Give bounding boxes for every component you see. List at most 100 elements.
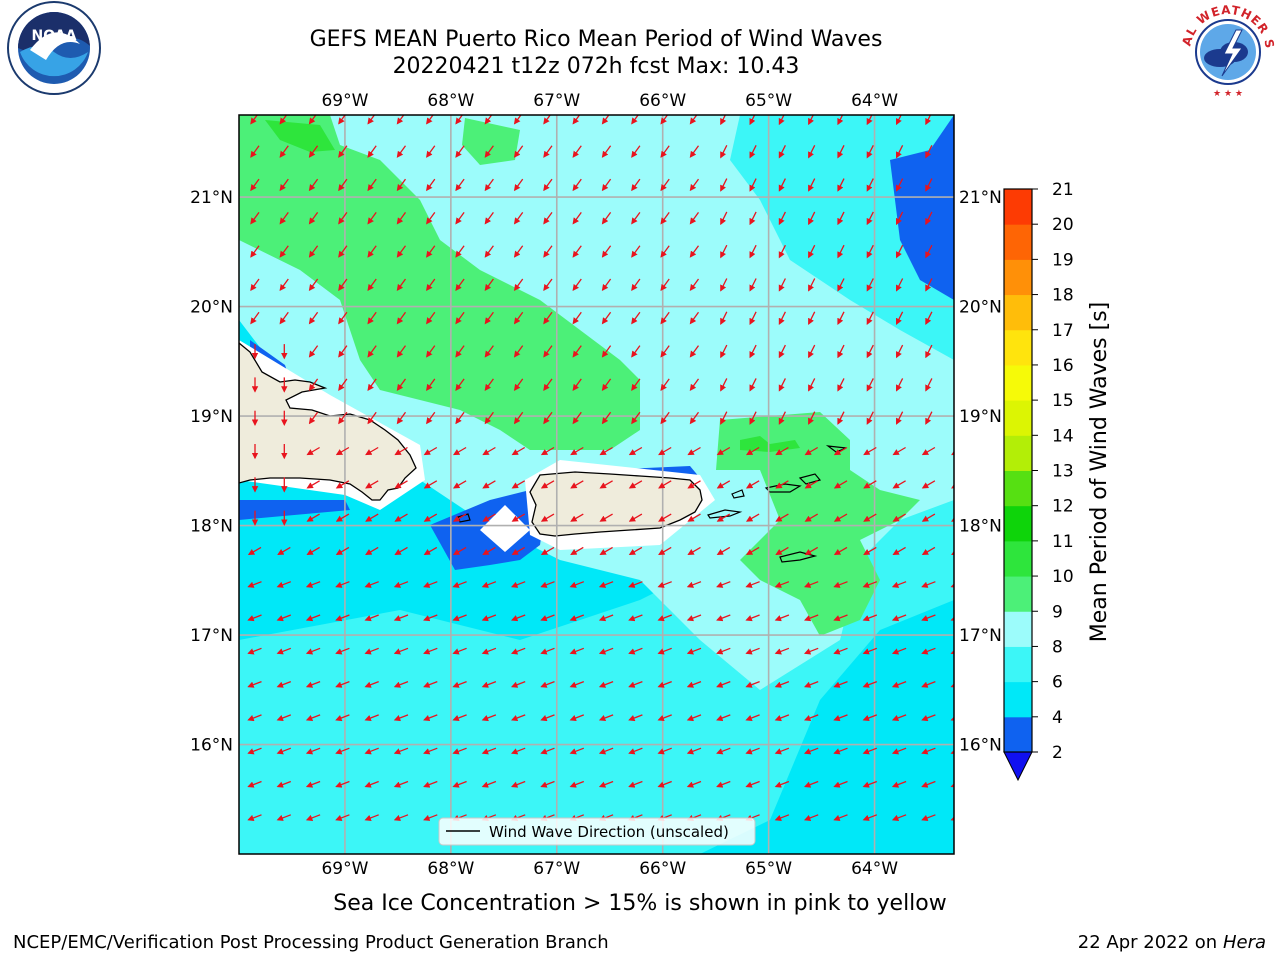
wind-arrow (921, 446, 936, 456)
wind-arrow (804, 446, 819, 456)
wind-arrow (745, 747, 760, 755)
wind-arrow (452, 614, 467, 622)
wind-arrow (921, 814, 936, 821)
lat-label-right: 18°N (959, 517, 1002, 537)
wind-arrow (305, 747, 321, 755)
wind-arrow (660, 311, 670, 325)
wind-arrow (921, 513, 936, 522)
colorbar-segment (1004, 611, 1032, 647)
wind-arrow (364, 614, 379, 622)
map-frame (238, 114, 955, 855)
wind-arrow (481, 747, 497, 755)
wind-arrow (891, 614, 907, 622)
wind-arrow (778, 211, 786, 226)
wind-arrow (540, 680, 555, 688)
wind-arrow (660, 178, 670, 192)
wind-arrow (426, 378, 436, 391)
wind-arrow (720, 115, 727, 126)
wind-arrow (808, 411, 816, 425)
wind-arrows (247, 115, 961, 821)
wind-arrow (896, 145, 904, 159)
wind-arrow (658, 513, 672, 522)
wind-arrow (631, 115, 639, 125)
wind-arrow (599, 446, 613, 456)
wind-arrow (686, 581, 702, 588)
wind-arrow (511, 480, 526, 489)
wind-arrow (364, 814, 379, 821)
wind-arrow (484, 245, 494, 258)
wind-arrow (543, 378, 553, 391)
wind-arrow (660, 115, 669, 125)
wind-arrow (513, 345, 524, 358)
wind-arrow (393, 581, 409, 588)
wind-arrow (833, 714, 848, 722)
wind-arrow (540, 614, 555, 622)
wind-arrow (572, 378, 582, 391)
colorbar-tick-label: 13 (1052, 462, 1074, 482)
wind-arrow (774, 614, 790, 622)
wind-arrow (925, 411, 933, 425)
wind-arrow (866, 344, 874, 359)
wind-arrow (891, 647, 907, 655)
wind-arrow (720, 178, 728, 192)
wind-arrow (716, 513, 731, 522)
colorbar-tick-label: 10 (1052, 567, 1074, 587)
lat-label-left: 17°N (190, 626, 233, 646)
colorbar-tick-label: 8 (1052, 637, 1063, 657)
wind-arrow (866, 211, 874, 226)
wind-arrow (279, 212, 289, 225)
wind-arrow (452, 714, 467, 722)
wind-arrow (896, 115, 902, 126)
wind-arrow (484, 115, 493, 125)
wind-arrow (335, 446, 350, 456)
wind-arrow (628, 581, 643, 588)
wind-arrow (631, 378, 641, 391)
wind-arrow (862, 780, 878, 788)
lon-label-bottom: 64°W (851, 859, 898, 879)
wind-arrow (631, 278, 641, 292)
wind-arrow (892, 513, 906, 522)
wind-arrow (455, 115, 464, 125)
wind-arrow (837, 178, 845, 192)
wind-arrow (276, 747, 292, 755)
wind-arrow (749, 115, 756, 126)
wind-arrow (423, 714, 438, 722)
wind-arrow (601, 311, 612, 325)
wind-arrow (808, 278, 816, 292)
wind-arrow (250, 178, 260, 192)
lon-label-bottom: 66°W (639, 859, 686, 879)
wind-arrow (601, 212, 612, 225)
wind-arrow (774, 581, 790, 588)
lon-label-top: 67°W (533, 91, 580, 111)
wind-arrow (837, 244, 845, 259)
field-9to10-islet (462, 118, 520, 165)
wind-arrow (891, 814, 907, 821)
wind-arrow (279, 145, 289, 158)
wind-arrow (513, 212, 524, 225)
wind-arrow (305, 581, 321, 588)
wind-arrow (745, 714, 760, 722)
wind-arrow (921, 714, 936, 722)
field-10to11-b (265, 120, 335, 152)
wind-arrow (396, 311, 407, 325)
wind-arrow (598, 581, 614, 588)
wind-arrow (803, 780, 819, 788)
wind-arrow (308, 278, 319, 292)
wind-arrow (891, 780, 907, 788)
wind-arrow (601, 245, 612, 258)
wind-arrow (833, 446, 848, 456)
wind-arrow (955, 145, 961, 157)
wind-arrow (367, 115, 376, 125)
lon-label-top: 68°W (427, 91, 474, 111)
wind-arrow (687, 480, 701, 489)
wind-arrow (335, 647, 350, 655)
wind-arrow (394, 513, 408, 522)
wind-arrow (921, 614, 936, 622)
wind-arrow (892, 446, 906, 456)
wind-arrow (891, 581, 907, 588)
wind-arrow (804, 480, 819, 489)
wind-arrow (513, 278, 524, 292)
wind-arrow (955, 378, 961, 390)
wind-arrow (276, 780, 292, 788)
wind-arrow (338, 345, 348, 358)
